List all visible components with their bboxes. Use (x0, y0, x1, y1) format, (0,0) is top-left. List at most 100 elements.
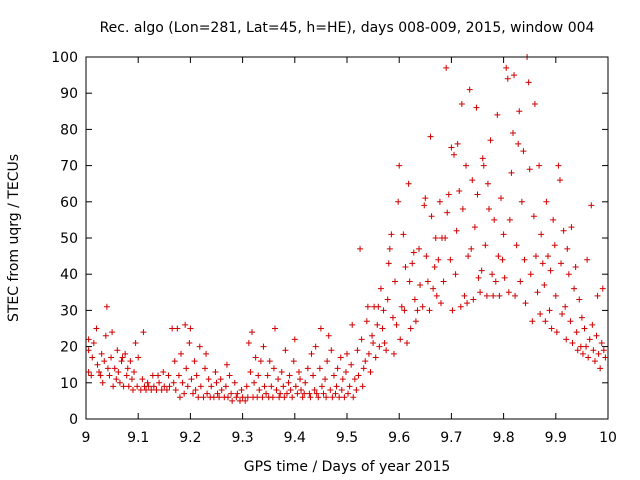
data-point (123, 372, 130, 379)
data-point (119, 354, 126, 361)
data-point (344, 350, 350, 357)
data-point (310, 372, 317, 379)
data-point (139, 376, 146, 383)
y-tick-label: 80 (60, 122, 78, 138)
data-point (182, 321, 189, 328)
data-point (392, 278, 399, 285)
data-point (315, 394, 322, 401)
data-point (255, 372, 262, 379)
data-point (494, 111, 501, 118)
data-point (116, 379, 123, 386)
data-point (490, 292, 497, 299)
data-point (104, 365, 111, 372)
data-point (534, 289, 541, 296)
data-point (546, 307, 553, 314)
data-point (281, 394, 288, 401)
x-tick-label: 10 (599, 430, 617, 446)
data-point (537, 311, 544, 318)
data-point (263, 390, 270, 397)
data-point (562, 303, 569, 310)
data-point (354, 347, 361, 354)
data-point (103, 303, 110, 310)
data-point (270, 365, 277, 372)
data-point (432, 235, 439, 241)
data-point (175, 372, 182, 379)
data-point (423, 253, 430, 260)
data-point (108, 354, 115, 361)
data-point (505, 289, 512, 296)
data-point (316, 365, 323, 372)
data-point (99, 379, 106, 386)
data-point (594, 292, 601, 299)
data-point (273, 387, 280, 394)
data-point (324, 358, 331, 365)
data-point (256, 387, 263, 394)
data-point (238, 387, 245, 394)
data-point (137, 387, 144, 394)
data-point (376, 343, 383, 350)
data-point (560, 227, 567, 234)
data-point (276, 394, 283, 401)
data-point (598, 339, 605, 346)
data-point (181, 390, 188, 397)
data-point (556, 177, 563, 184)
y-tick-label: 40 (60, 267, 78, 283)
data-point (268, 383, 275, 390)
data-point (109, 329, 116, 336)
data-point (433, 292, 440, 299)
data-point (353, 387, 360, 394)
data-point (480, 162, 487, 169)
data-point (334, 365, 341, 372)
data-point (330, 372, 337, 379)
data-point (400, 231, 407, 238)
data-point (228, 390, 235, 397)
data-point (191, 358, 198, 365)
data-point (581, 325, 588, 332)
data-point (275, 376, 282, 383)
data-point (465, 253, 472, 260)
data-point (269, 394, 276, 401)
data-point (144, 379, 151, 386)
data-point (379, 325, 386, 332)
data-point (576, 296, 583, 303)
data-point (254, 394, 261, 401)
data-point (190, 390, 197, 397)
data-point (245, 339, 252, 346)
data-point (98, 350, 105, 357)
data-point (149, 372, 156, 379)
data-point (372, 354, 379, 361)
data-point (216, 394, 223, 401)
data-point (204, 390, 211, 397)
data-point (431, 263, 438, 270)
data-point (282, 347, 289, 354)
x-tick-label: 9.3 (231, 430, 253, 446)
data-point (454, 140, 461, 147)
data-point (351, 376, 358, 383)
data-point (294, 390, 301, 397)
data-point (134, 383, 141, 390)
data-point (115, 368, 122, 375)
data-point (213, 379, 220, 386)
data-point (479, 155, 486, 162)
data-point (496, 292, 503, 299)
data-point (339, 376, 346, 383)
data-point (555, 162, 562, 169)
data-point (588, 202, 595, 209)
data-point (299, 394, 306, 401)
data-point (458, 101, 465, 108)
data-point (226, 372, 233, 379)
data-point (396, 162, 403, 169)
data-point (166, 383, 173, 390)
data-point (124, 365, 131, 372)
data-point (278, 368, 285, 375)
data-point (453, 227, 460, 234)
data-point (375, 303, 382, 310)
data-point (471, 224, 478, 231)
data-point (176, 394, 183, 401)
data-point (483, 292, 490, 299)
data-point (357, 245, 364, 252)
data-point (461, 292, 468, 299)
data-point (374, 321, 381, 328)
data-point (364, 303, 371, 310)
data-point (547, 267, 554, 274)
